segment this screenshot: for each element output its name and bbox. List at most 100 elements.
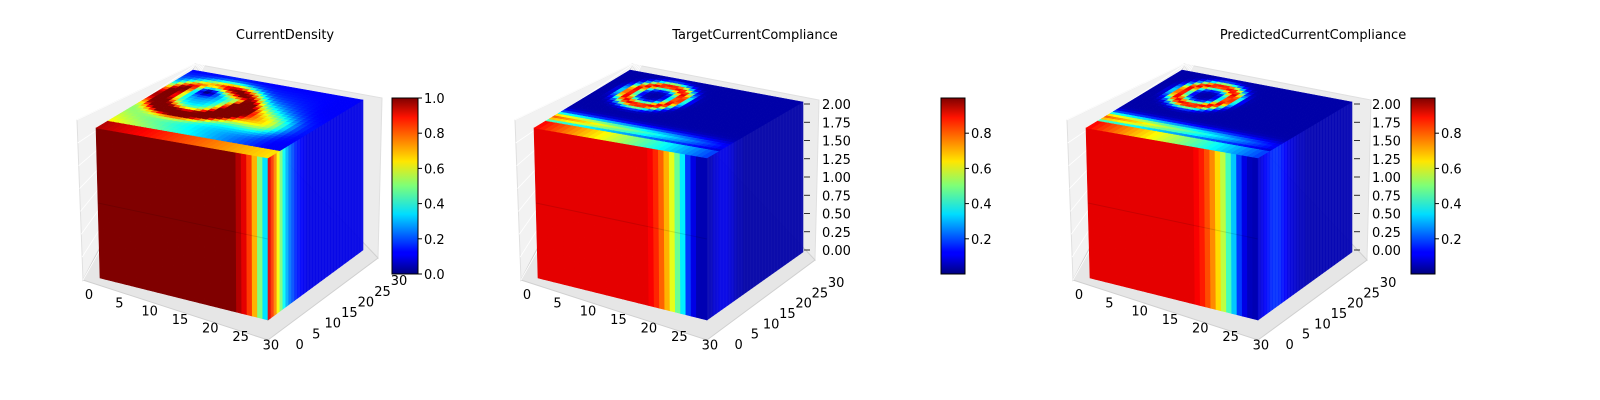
side-voxel-column xyxy=(297,137,301,299)
side-voxel-column xyxy=(312,128,316,288)
z-tick-label: 1.75 xyxy=(1372,116,1401,131)
side-voxel-column xyxy=(733,139,738,302)
z-tick-label: 0.25 xyxy=(822,226,851,241)
colorbar-tick-label: 0.8 xyxy=(971,127,992,142)
side-voxel-column xyxy=(279,148,284,312)
side-voxel-column xyxy=(787,108,792,264)
side-voxel-column xyxy=(1269,148,1273,313)
y-tick-label: 5 xyxy=(751,328,759,343)
colorbar-tick-label: 0.4 xyxy=(971,198,992,213)
side-voxel-column xyxy=(273,152,278,317)
x-tick-label: 0 xyxy=(1075,288,1083,303)
y-tick-label: 5 xyxy=(1302,328,1310,343)
z-tick-label: 2.00 xyxy=(822,98,851,113)
side-voxel-column xyxy=(1260,153,1265,319)
top-voxel xyxy=(793,100,804,105)
colorbar-tick-label: 0.2 xyxy=(424,233,445,248)
side-voxel-column xyxy=(1304,127,1309,287)
side-voxel-column xyxy=(712,152,717,317)
y-tick-label: 25 xyxy=(812,286,829,301)
side-voxel-column xyxy=(1348,101,1353,255)
side-voxel-column xyxy=(1292,134,1297,296)
side-voxel-column xyxy=(1284,139,1288,302)
colorbar: 0.2 0.4 0.6 0.8 xyxy=(940,97,992,275)
side-voxel-column xyxy=(1290,136,1294,298)
side-voxel-column xyxy=(1266,150,1271,315)
z-tick-label: 0.75 xyxy=(1372,189,1401,204)
side-voxel-column xyxy=(1275,145,1279,308)
side-voxel-column xyxy=(1272,146,1276,310)
x-tick-label: 30 xyxy=(263,338,280,353)
side-voxel-column xyxy=(724,145,729,308)
panel-title: CurrentDensity xyxy=(236,28,335,43)
x-tick-label: 20 xyxy=(202,322,219,337)
side-voxel-column xyxy=(1316,120,1320,279)
x-tick-label: 20 xyxy=(641,322,658,337)
colorbar-tick-label: 0.6 xyxy=(1441,162,1462,177)
side-voxel-column xyxy=(315,126,319,286)
side-voxel-column xyxy=(763,122,768,281)
side-voxel-column xyxy=(760,124,765,283)
z-tick-label: 1.25 xyxy=(822,153,851,168)
colorbar-tick-label: 0.4 xyxy=(1441,198,1462,213)
side-voxel-column xyxy=(282,146,287,310)
x-tick-label: 15 xyxy=(1162,313,1179,328)
side-voxel-column xyxy=(288,142,293,306)
y-tick-label: 20 xyxy=(795,297,812,312)
x-tick-label: 0 xyxy=(523,288,531,303)
side-voxel-column xyxy=(1257,155,1262,321)
side-voxel-column xyxy=(706,155,711,321)
colorbar-tick-label: 0.4 xyxy=(424,198,445,213)
voxel-volume xyxy=(1085,69,1353,321)
colorbar: 0.0 0.2 0.4 0.6 0.8 1.0 xyxy=(391,92,445,283)
y-tick-label: 5 xyxy=(312,327,320,342)
y-tick-label: 0 xyxy=(296,338,304,353)
side-voxel-column xyxy=(285,144,290,308)
side-voxel-column xyxy=(347,106,352,262)
colorbar: 0.2 0.4 0.6 0.8 xyxy=(1410,97,1462,275)
side-voxel-column xyxy=(799,101,804,255)
side-voxel-column xyxy=(330,117,334,275)
x-tick-label: 5 xyxy=(115,296,123,311)
y-tick-label: 30 xyxy=(391,274,408,289)
side-voxel-column xyxy=(1337,108,1341,264)
x-tick-label: 25 xyxy=(1222,330,1239,345)
side-voxel-column xyxy=(781,111,786,268)
side-voxel-column xyxy=(321,123,325,282)
side-voxel-column xyxy=(754,127,759,287)
colorbar-tick-label: 0.2 xyxy=(971,233,992,248)
layer-line xyxy=(97,202,269,240)
side-voxel-column xyxy=(718,148,723,313)
y-tick-label: 30 xyxy=(828,276,845,291)
side-voxel-column xyxy=(1287,138,1291,300)
side-voxel-column xyxy=(356,101,361,255)
voxel-volume xyxy=(95,69,364,321)
z-tick-label: 1.25 xyxy=(1372,153,1401,168)
side-voxel-column xyxy=(1313,122,1318,281)
side-voxel-column xyxy=(742,134,747,296)
side-voxel-column xyxy=(775,115,780,272)
side-voxel-column xyxy=(778,113,783,270)
colorbar-tick-label: 0.8 xyxy=(1441,127,1462,142)
side-voxel-column xyxy=(790,106,795,262)
y-tick-label: 15 xyxy=(779,307,796,322)
side-voxel-column xyxy=(294,139,298,301)
side-voxel-column xyxy=(751,129,756,289)
side-voxel-column xyxy=(327,119,331,277)
side-voxel-column xyxy=(784,110,789,266)
side-voxel-column xyxy=(772,117,777,274)
colorbar-gradient xyxy=(1410,97,1436,275)
colorbar-tick-label: 0.6 xyxy=(424,162,445,177)
side-voxel-column xyxy=(730,141,735,304)
y-tick-label: 15 xyxy=(341,306,358,321)
y-tick-label: 15 xyxy=(1331,307,1348,322)
z-tick-label: 0.00 xyxy=(1372,244,1401,259)
side-voxel-column xyxy=(353,103,358,258)
side-voxel-column xyxy=(338,112,343,269)
x-tick-label: 10 xyxy=(1131,305,1148,320)
x-tick-label: 15 xyxy=(610,313,627,328)
side-voxel-column xyxy=(748,131,753,291)
